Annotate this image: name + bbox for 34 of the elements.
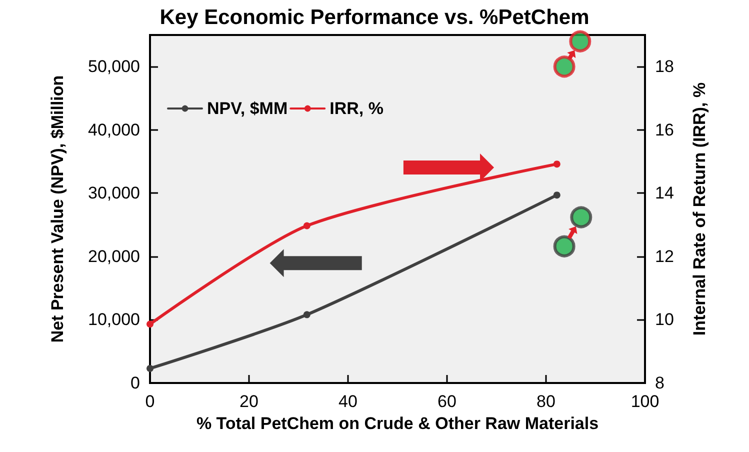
- x-tick-label: 20: [240, 392, 258, 411]
- y2-tick-label: 12: [655, 246, 674, 266]
- y-tick-label: 10,000: [88, 310, 140, 330]
- x-tick-label: 60: [438, 392, 456, 411]
- x-tick-label: 80: [536, 392, 556, 411]
- point: [303, 311, 310, 318]
- point: [553, 56, 576, 78]
- point: [553, 235, 576, 258]
- y2-tick-label: 14: [655, 184, 674, 203]
- y2-axis-title: Internal Rate of Return (IRR), %: [690, 82, 709, 336]
- point: [146, 320, 154, 328]
- y-axis-title: Net Present Value (NPV), $Million: [48, 75, 67, 343]
- point: [553, 160, 560, 168]
- y-tick-label: 20,000: [88, 246, 140, 266]
- y-tick-label: 50,000: [88, 57, 140, 76]
- point: [569, 30, 592, 52]
- point: [570, 206, 592, 228]
- x-tick-label: 0: [145, 392, 155, 411]
- y2-tick-label: 10: [655, 310, 674, 330]
- y2-tick-label: 16: [655, 120, 674, 140]
- point: [303, 222, 310, 230]
- y-tick-label: 30,000: [88, 184, 140, 203]
- y2-tick-label: 8: [655, 374, 664, 392]
- y-tick-label: 40,000: [88, 120, 140, 140]
- x-tick-label: 40: [338, 392, 358, 411]
- legend-label: IRR, %: [330, 99, 384, 118]
- legend-label: NPV, $MM: [207, 99, 288, 118]
- x-tick-label: 100: [630, 392, 660, 411]
- y-tick-label: 0: [130, 374, 140, 392]
- chart-title: Key Economic Performance vs. %PetChem: [160, 6, 590, 29]
- x-axis-title: % Total PetChem on Crude & Other Raw Materials: [196, 414, 599, 433]
- y2-tick-label: 18: [655, 57, 674, 76]
- point: [553, 192, 560, 199]
- point: [146, 364, 154, 372]
